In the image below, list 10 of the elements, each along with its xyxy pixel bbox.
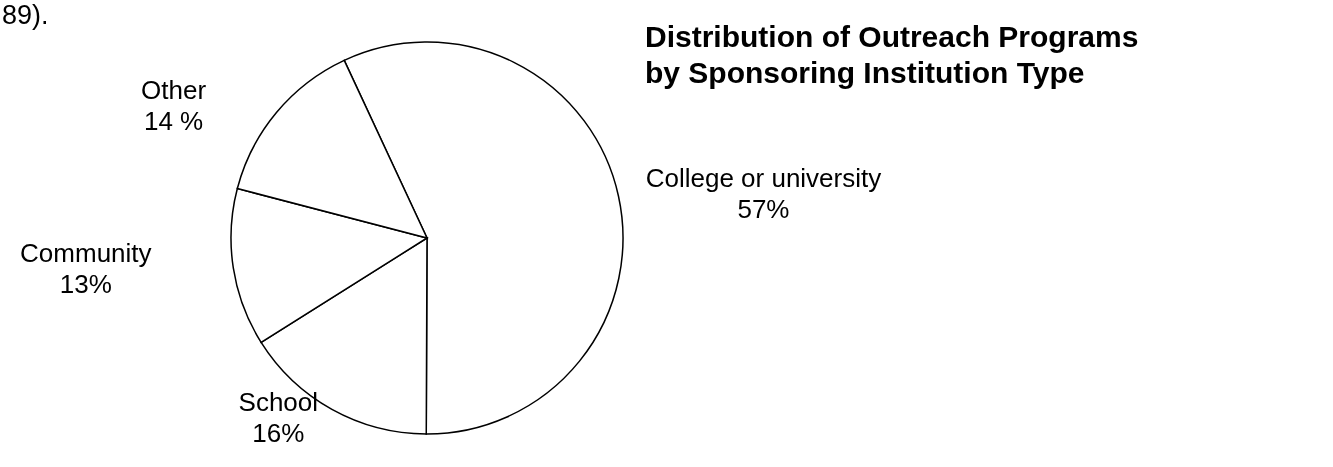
slice-label: Other bbox=[141, 75, 207, 106]
text: 89). bbox=[2, 0, 49, 30]
data-label: 57% bbox=[737, 193, 790, 224]
chart-title: Distribution of Outreach Programs by Sponsoring Institution Type bbox=[645, 20, 1139, 89]
data-label: 14 % bbox=[143, 106, 204, 137]
slice-label: School bbox=[238, 387, 319, 418]
slice-label: Community bbox=[20, 238, 152, 269]
data-label: 13% bbox=[59, 269, 112, 300]
slice-label: College or university bbox=[645, 162, 882, 193]
data-label: 16% bbox=[252, 418, 305, 449]
